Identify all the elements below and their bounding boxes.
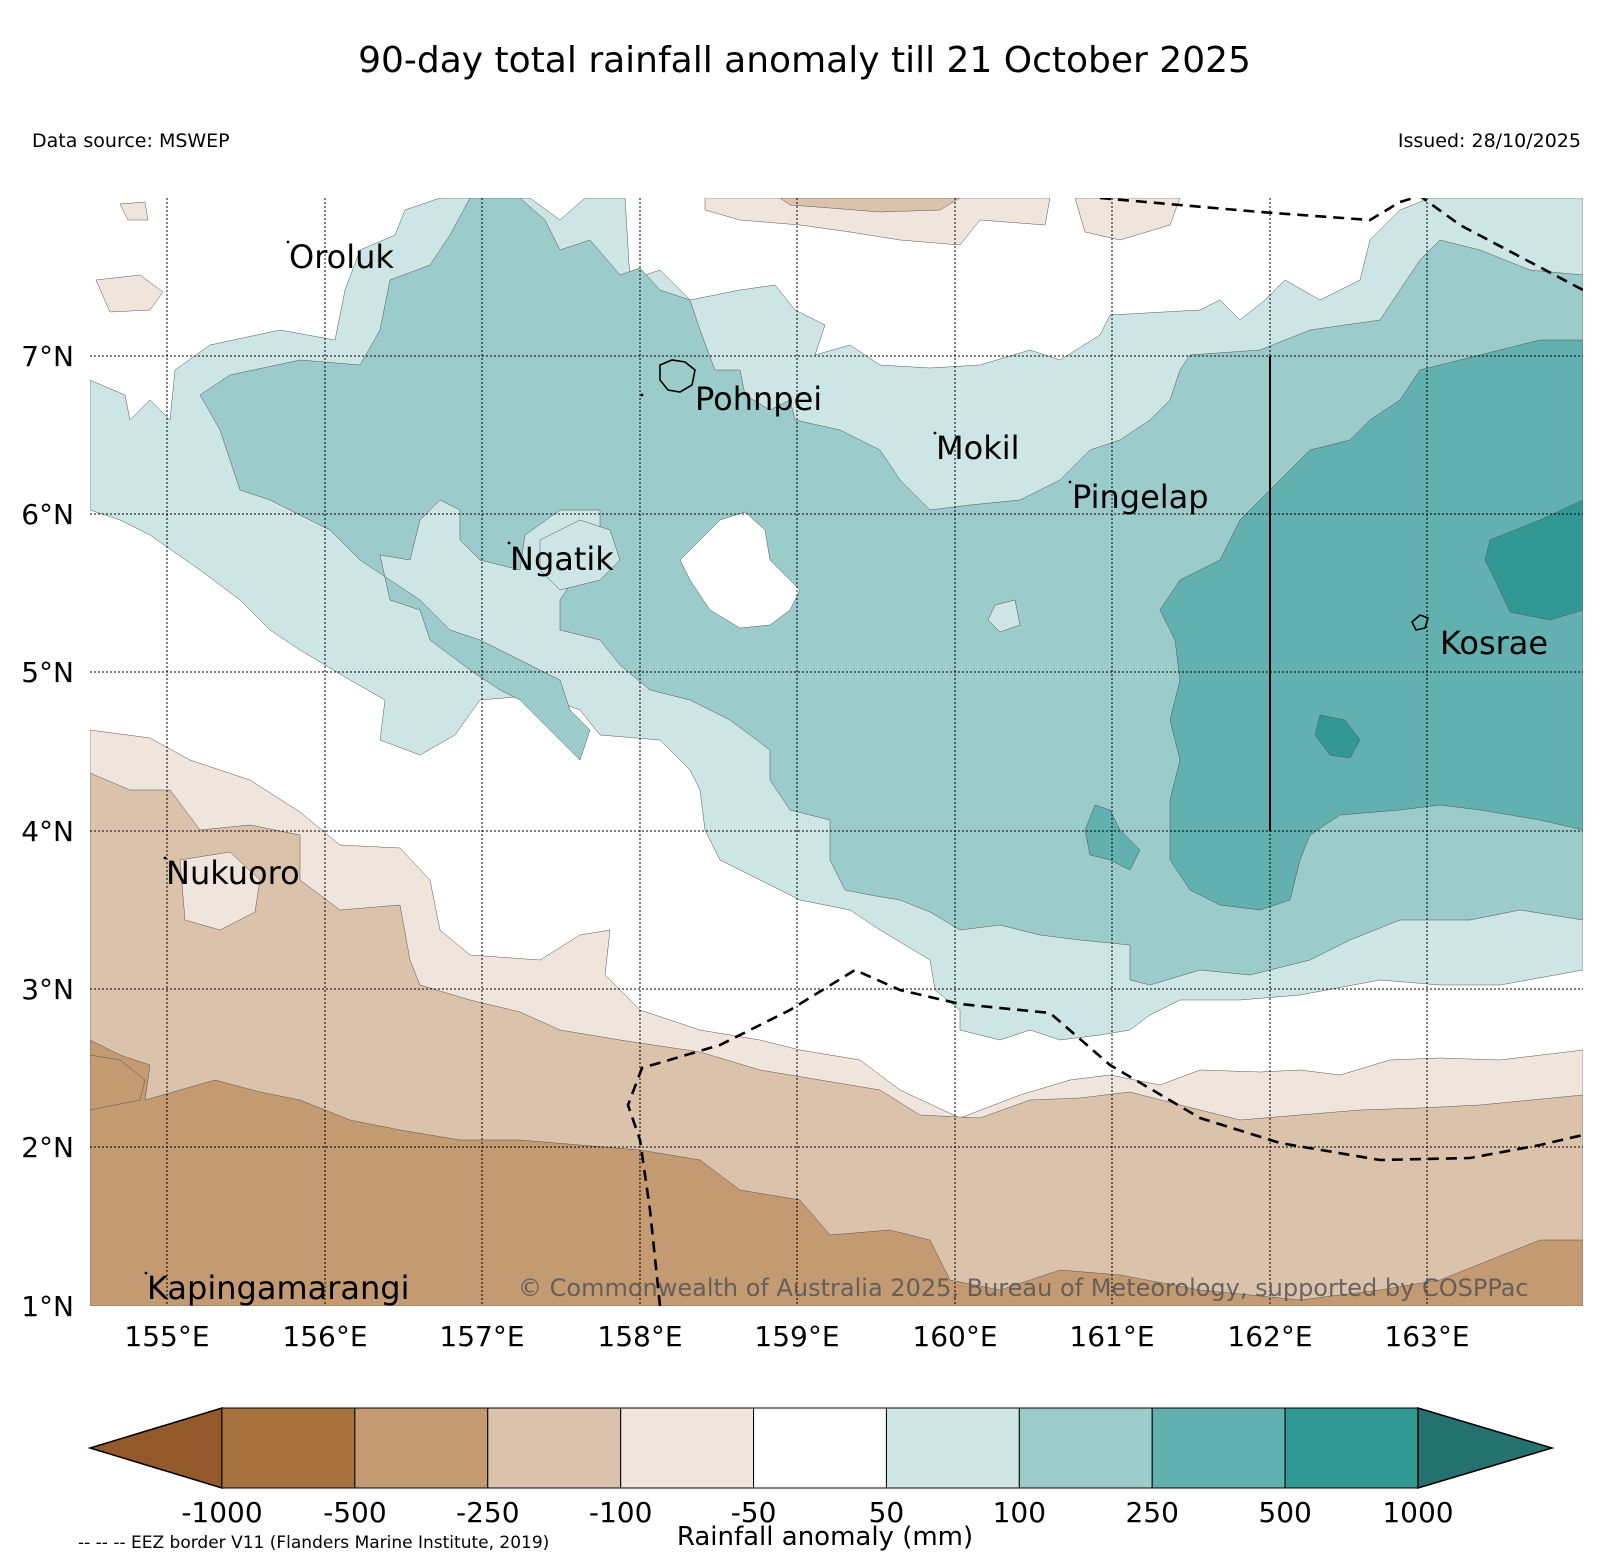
contour-dry-light-islet2 bbox=[119, 201, 149, 221]
colorbar-tick-label: 50 bbox=[869, 1496, 905, 1529]
contour-wet-light-hole2 bbox=[987, 599, 1021, 633]
colorbar-tick-label: -100 bbox=[589, 1496, 653, 1529]
contour-wet-very-strong bbox=[1484, 499, 1583, 621]
eez-borders bbox=[626, 198, 1583, 1306]
copyright-text: © Commonwealth of Australia 2025, Bureau… bbox=[518, 1274, 1529, 1302]
colorbar-cell bbox=[620, 1407, 755, 1489]
place-label-nukuoro: Nukuoro bbox=[166, 854, 300, 892]
colorbar-tick-label: -250 bbox=[456, 1496, 520, 1529]
lon-tick-labels: 155°E 156°E 157°E 158°E 159°E 160°E 161°… bbox=[124, 1320, 1469, 1353]
lon-tick-label: 160°E bbox=[912, 1320, 997, 1353]
data-source-label: Data source: MSWEP bbox=[32, 130, 230, 152]
eez-border-note: -- -- -- EEZ border V11 (Flanders Marine… bbox=[78, 1533, 550, 1553]
lat-tick-label: 4°N bbox=[21, 815, 74, 848]
colorbar-cell bbox=[753, 1407, 887, 1489]
place-label-ngatik: Ngatik bbox=[510, 540, 614, 578]
contour-nukuoro-hole bbox=[179, 851, 261, 931]
lon-tick-label: 161°E bbox=[1069, 1320, 1154, 1353]
place-label-kosrae: Kosrae bbox=[1440, 624, 1548, 662]
lat-tick-label: 3°N bbox=[21, 973, 74, 1006]
place-marker bbox=[1068, 480, 1072, 484]
contour-wet-strong bbox=[1159, 339, 1583, 911]
colorbar-cell bbox=[1151, 1407, 1286, 1489]
contour-dry-strong-west bbox=[90, 1054, 146, 1111]
colorbar-cell bbox=[1284, 1407, 1419, 1489]
colorbar-tick-label: 500 bbox=[1258, 1496, 1311, 1529]
place-label-pingelap: Pingelap bbox=[1072, 478, 1209, 516]
lon-tick-label: 158°E bbox=[597, 1320, 682, 1353]
contour-dry-light-islet bbox=[95, 274, 164, 313]
place-label-kapingamarangi: Kapingamarangi bbox=[147, 1269, 409, 1307]
lat-tick-label: 2°N bbox=[21, 1131, 74, 1164]
kosrae-island-outline bbox=[1411, 614, 1429, 631]
lon-tick-label: 155°E bbox=[124, 1320, 209, 1353]
pohnpei-island-outline bbox=[659, 359, 696, 393]
place-label-oroluk: Oroluk bbox=[289, 238, 394, 276]
lat-tick-labels: 7°N 6°N 5°N 4°N 3°N 2°N 1°N bbox=[21, 340, 74, 1323]
place-marker bbox=[163, 856, 167, 860]
contour-dry-strong bbox=[90, 1039, 1583, 1306]
contour-wet-light-hole bbox=[539, 519, 621, 591]
contour-wet-strong-islet bbox=[1084, 804, 1141, 871]
colorbar-tick-label: 100 bbox=[993, 1496, 1046, 1529]
map-title: 90-day total rainfall anomaly till 21 Oc… bbox=[358, 40, 1251, 81]
colorbar-cell bbox=[354, 1407, 489, 1489]
place-marker bbox=[933, 431, 937, 435]
place-labels: Oroluk Pohnpei Mokil Pingelap Ngatik Kos… bbox=[144, 238, 1548, 1307]
colorbar-tick-label: -500 bbox=[323, 1496, 387, 1529]
place-marker bbox=[286, 240, 290, 244]
lon-tick-label: 162°E bbox=[1227, 1320, 1312, 1353]
colorbar-tick-labels: -1000 -500 -250 -100 -50 50 100 250 500 1000 bbox=[181, 1496, 1453, 1529]
place-label-pohnpei: Pohnpei bbox=[695, 380, 822, 418]
lat-tick-label: 1°N bbox=[21, 1290, 74, 1323]
contour-wet-very-strong-islet bbox=[1314, 714, 1361, 759]
colorbar: -1000 -500 -250 -100 -50 50 100 250 500 1000 bbox=[87, 1406, 1555, 1529]
place-marker bbox=[507, 541, 511, 545]
colorbar-tick-label: 1000 bbox=[1382, 1496, 1453, 1529]
lon-tick-label: 163°E bbox=[1384, 1320, 1469, 1353]
contour-dry-mid-north bbox=[779, 198, 961, 213]
colorbar-extend-high bbox=[1417, 1406, 1555, 1490]
lon-tick-label: 156°E bbox=[282, 1320, 367, 1353]
colorbar-extend-low bbox=[87, 1406, 223, 1490]
contour-neutral-hole bbox=[679, 511, 801, 629]
contour-dry-light-north bbox=[704, 198, 1051, 246]
colorbar-tick-label: -50 bbox=[731, 1496, 777, 1529]
lat-tick-label: 7°N bbox=[21, 340, 74, 373]
lon-tick-label: 159°E bbox=[754, 1320, 839, 1353]
colorbar-cell bbox=[487, 1407, 622, 1489]
colorbar-tick-label: -1000 bbox=[181, 1496, 262, 1529]
lat-tick-label: 5°N bbox=[21, 656, 74, 689]
lon-tick-label: 157°E bbox=[439, 1320, 524, 1353]
colorbar-cell bbox=[1018, 1407, 1153, 1489]
place-marker bbox=[144, 1271, 148, 1275]
place-marker bbox=[640, 393, 644, 397]
colorbar-cells bbox=[87, 1406, 1555, 1490]
place-label-mokil: Mokil bbox=[936, 429, 1020, 467]
contour-dry-light-ne bbox=[1074, 198, 1181, 241]
issued-date-label: Issued: 28/10/2025 bbox=[1397, 130, 1581, 152]
colorbar-tick-label: 250 bbox=[1125, 1496, 1178, 1529]
anomaly-contours bbox=[90, 198, 1583, 1306]
colorbar-cell bbox=[885, 1407, 1020, 1489]
colorbar-cell bbox=[221, 1407, 356, 1489]
colorbar-label: Rainfall anomaly (mm) bbox=[676, 1522, 974, 1552]
lat-tick-label: 6°N bbox=[21, 498, 74, 531]
